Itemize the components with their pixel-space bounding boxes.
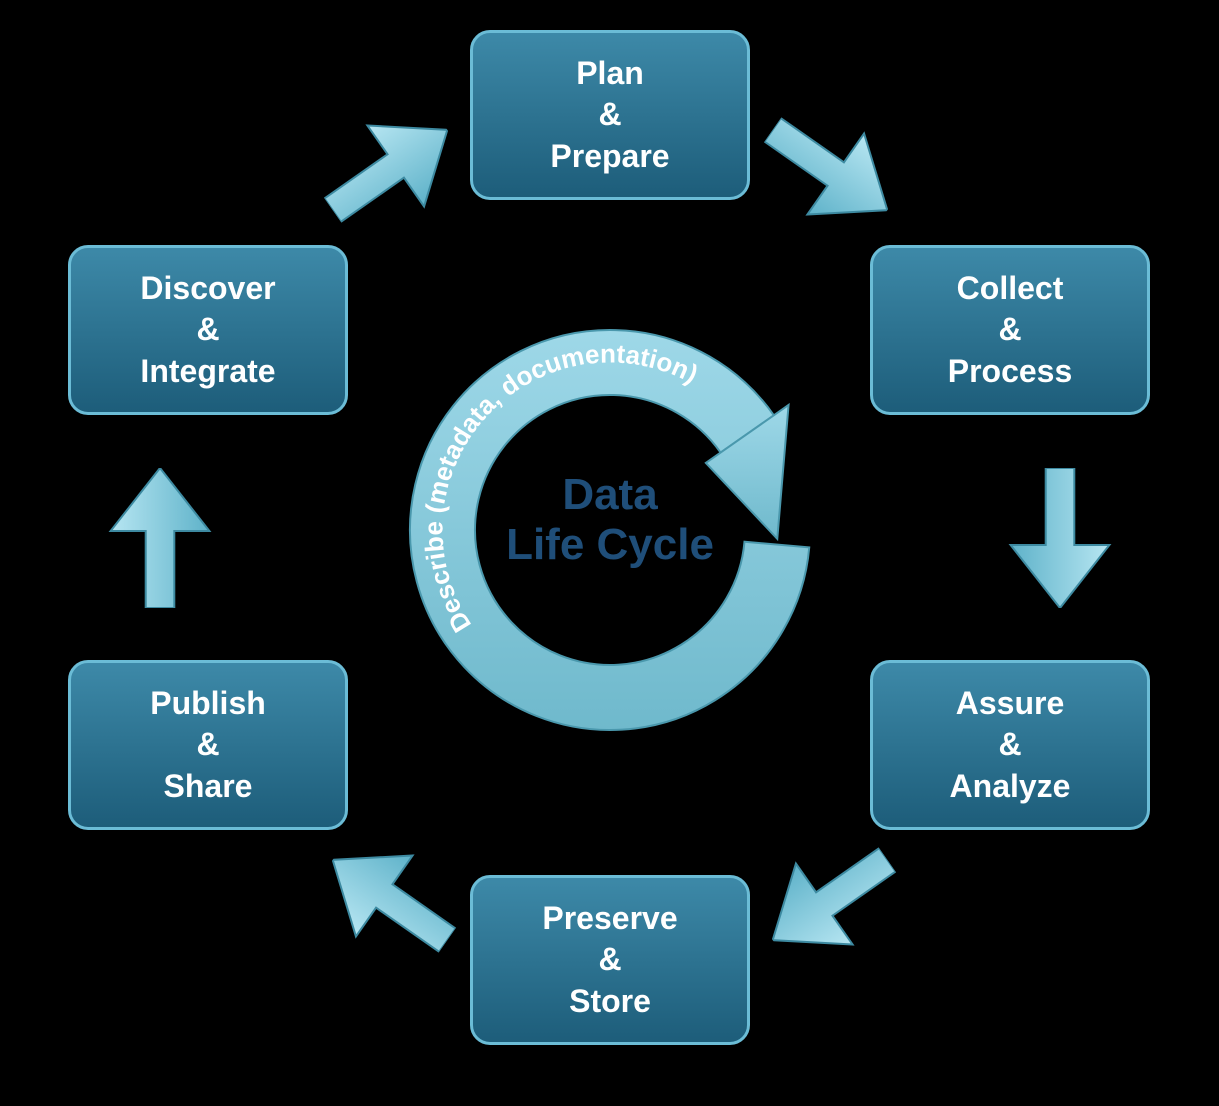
cycle-arrow-publish-to-discover (108, 468, 212, 608)
stage-node-label: Preserve & Store (542, 898, 677, 1023)
center-title-line2: Life Cycle (410, 520, 810, 570)
center-title: DataLife Cycle (410, 470, 810, 570)
stage-node-assure: Assure & Analyze (870, 660, 1150, 830)
cycle-arrow-collect-to-assure (1008, 468, 1112, 608)
stage-node-label: Discover & Integrate (140, 268, 275, 393)
stage-node-label: Publish & Share (150, 683, 266, 808)
stage-node-label: Collect & Process (948, 268, 1073, 393)
stage-node-preserve: Preserve & Store (470, 875, 750, 1045)
stage-node-collect: Collect & Process (870, 245, 1150, 415)
stage-node-label: Plan & Prepare (550, 53, 669, 178)
stage-node-label: Assure & Analyze (950, 683, 1071, 808)
data-life-cycle-diagram: Describe (metadata, documentation)DataLi… (0, 0, 1219, 1106)
stage-node-plan: Plan & Prepare (470, 30, 750, 200)
center-title-line1: Data (410, 470, 810, 520)
stage-node-publish: Publish & Share (68, 660, 348, 830)
stage-node-discover: Discover & Integrate (68, 245, 348, 415)
